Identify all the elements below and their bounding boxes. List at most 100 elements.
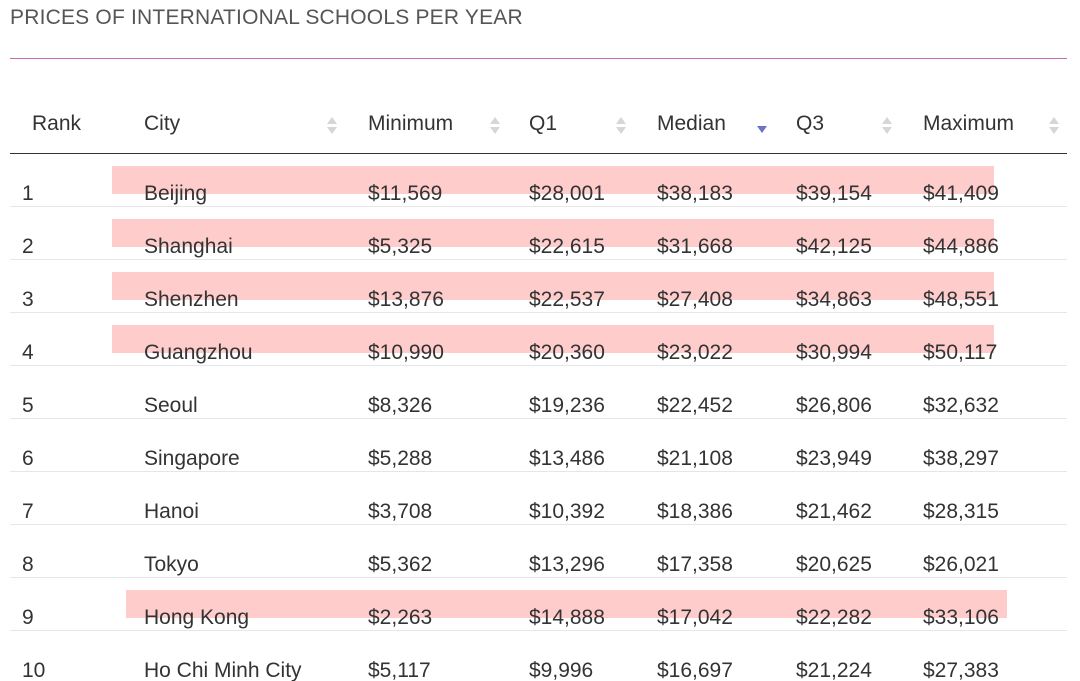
- column-header-median[interactable]: Median: [636, 96, 775, 154]
- rank-value: 6: [22, 447, 34, 470]
- q1-value: $13,486: [529, 447, 605, 470]
- maximum-cell: $27,383: [902, 630, 1067, 681]
- median-value: $16,697: [657, 659, 733, 681]
- row-highlight: [775, 219, 902, 247]
- rank-cell: 6: [10, 418, 106, 472]
- rank-value: 10: [22, 659, 46, 681]
- rank-cell: 4: [10, 312, 106, 366]
- rank-value: 1: [22, 182, 34, 205]
- maximum-cell: $28,315: [902, 471, 1067, 525]
- column-header-q3[interactable]: Q3: [775, 96, 902, 154]
- minimum-cell: $3,708: [344, 471, 510, 525]
- prices-table: Rank City Minimum Q1 Median: [10, 96, 1067, 681]
- city-cell: Shenzhen: [106, 259, 344, 313]
- q3-cell: $23,949: [775, 418, 902, 472]
- city-cell: Beijing: [106, 153, 344, 207]
- minimum-value: $11,569: [368, 182, 443, 205]
- median-cell: $31,668: [636, 206, 775, 260]
- column-header-rank: Rank: [10, 96, 106, 154]
- minimum-cell: $8,326: [344, 365, 510, 419]
- table-row: 7 Hanoi $3,708 $10,392 $18,386 $21,462 $28,315: [10, 471, 1067, 525]
- sort-both-icon[interactable]: [490, 115, 500, 137]
- row-highlight: [775, 590, 902, 618]
- sort-both-icon[interactable]: [1049, 115, 1059, 137]
- maximum-value: $27,383: [923, 659, 999, 681]
- median-value: $22,452: [657, 394, 733, 417]
- city-value: Shanghai: [144, 235, 233, 258]
- row-highlight: [902, 219, 994, 247]
- q3-value: $22,282: [796, 606, 872, 629]
- column-header-maximum[interactable]: Maximum: [902, 96, 1067, 154]
- city-value: Singapore: [144, 447, 240, 470]
- q1-value: $9,996: [529, 659, 594, 681]
- column-header-label: Q1: [529, 112, 558, 135]
- rank-cell: 7: [10, 471, 106, 525]
- minimum-value: $3,708: [368, 500, 433, 523]
- table-row: 8 Tokyo $5,362 $13,296 $17,358 $20,625 $26,021: [10, 524, 1067, 578]
- rank-value: 8: [22, 553, 34, 576]
- row-highlight: [112, 166, 344, 194]
- minimum-value: $10,990: [368, 341, 444, 364]
- maximum-cell: $50,117: [902, 312, 1067, 366]
- row-highlight: [902, 272, 994, 300]
- minimum-value: $2,263: [368, 606, 433, 629]
- city-value: Beijing: [144, 182, 208, 205]
- maximum-value: $26,021: [923, 553, 999, 576]
- table-row: 5 Seoul $8,326 $19,236 $22,452 $26,806 $32,632: [10, 365, 1067, 419]
- sort-both-icon[interactable]: [327, 115, 337, 137]
- row-highlight: [344, 272, 510, 300]
- row-highlight: [902, 325, 994, 353]
- rank-cell: 10: [10, 630, 106, 681]
- row-highlight: [636, 325, 775, 353]
- median-value: $21,108: [657, 447, 733, 470]
- city-value: Tokyo: [144, 553, 199, 576]
- q1-cell: $28,001: [510, 153, 636, 207]
- median-value: $27,408: [657, 288, 733, 311]
- q1-value: $13,296: [529, 553, 605, 576]
- median-value: $17,042: [657, 606, 733, 629]
- minimum-cell: $10,990: [344, 312, 510, 366]
- rank-cell: 8: [10, 524, 106, 578]
- sort-both-icon[interactable]: [616, 115, 626, 137]
- table-row: 3 Shenzhen $13,876 $22,537 $27,408 $34,863 $48…: [10, 259, 1067, 313]
- city-cell: Seoul: [106, 365, 344, 419]
- rank-cell: 1: [10, 153, 106, 207]
- row-highlight: [344, 166, 510, 194]
- row-highlight: [775, 325, 902, 353]
- city-value: Seoul: [144, 394, 198, 417]
- q1-value: $28,001: [529, 182, 605, 205]
- q1-cell: $13,486: [510, 418, 636, 472]
- sort-both-icon[interactable]: [882, 115, 892, 137]
- minimum-cell: $11,569: [344, 153, 510, 207]
- maximum-cell: $48,551: [902, 259, 1067, 313]
- q3-cell: $34,863: [775, 259, 902, 313]
- table-header-row: Rank City Minimum Q1 Median: [10, 96, 1067, 154]
- column-header-label: Rank: [32, 112, 82, 135]
- minimum-value: $5,288: [368, 447, 433, 470]
- rank-cell: 2: [10, 206, 106, 260]
- row-highlight: [902, 166, 994, 194]
- row-highlight: [775, 166, 902, 194]
- column-header-minimum[interactable]: Minimum: [344, 96, 510, 154]
- sort-descending-icon[interactable]: [757, 115, 767, 137]
- column-header-q1[interactable]: Q1: [510, 96, 636, 154]
- minimum-value: $5,325: [368, 235, 433, 258]
- column-header-label: Maximum: [923, 112, 1015, 135]
- city-value: Ho Chi Minh City: [144, 659, 302, 681]
- column-header-city[interactable]: City: [106, 96, 344, 154]
- q1-cell: $10,392: [510, 471, 636, 525]
- median-cell: $17,358: [636, 524, 775, 578]
- rank-cell: 5: [10, 365, 106, 419]
- maximum-cell: $44,886: [902, 206, 1067, 260]
- q1-value: $22,615: [529, 235, 605, 258]
- title-divider: [10, 58, 1067, 59]
- maximum-cell: $41,409: [902, 153, 1067, 207]
- maximum-cell: $26,021: [902, 524, 1067, 578]
- city-cell: Ho Chi Minh City: [106, 630, 344, 681]
- median-value: $38,183: [657, 182, 733, 205]
- row-highlight: [775, 272, 902, 300]
- q1-cell: $19,236: [510, 365, 636, 419]
- median-cell: $21,108: [636, 418, 775, 472]
- q1-value: $20,360: [529, 341, 605, 364]
- table-row: 4 Guangzhou $10,990 $20,360 $23,022 $30,994 $5…: [10, 312, 1067, 366]
